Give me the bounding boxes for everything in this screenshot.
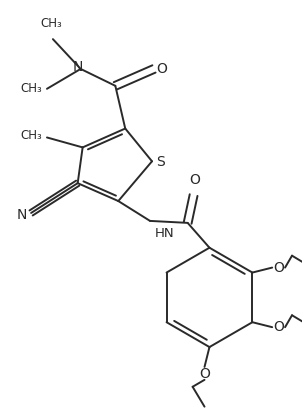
Text: N: N <box>17 208 27 222</box>
Text: HN: HN <box>155 227 175 240</box>
Text: O: O <box>274 320 285 334</box>
Text: S: S <box>157 155 165 169</box>
Text: CH₃: CH₃ <box>20 129 42 142</box>
Text: CH₃: CH₃ <box>40 17 62 30</box>
Text: O: O <box>189 173 200 187</box>
Text: O: O <box>199 367 210 381</box>
Text: N: N <box>72 60 83 74</box>
Text: O: O <box>274 261 285 275</box>
Text: CH₃: CH₃ <box>20 82 42 95</box>
Text: O: O <box>156 62 167 76</box>
